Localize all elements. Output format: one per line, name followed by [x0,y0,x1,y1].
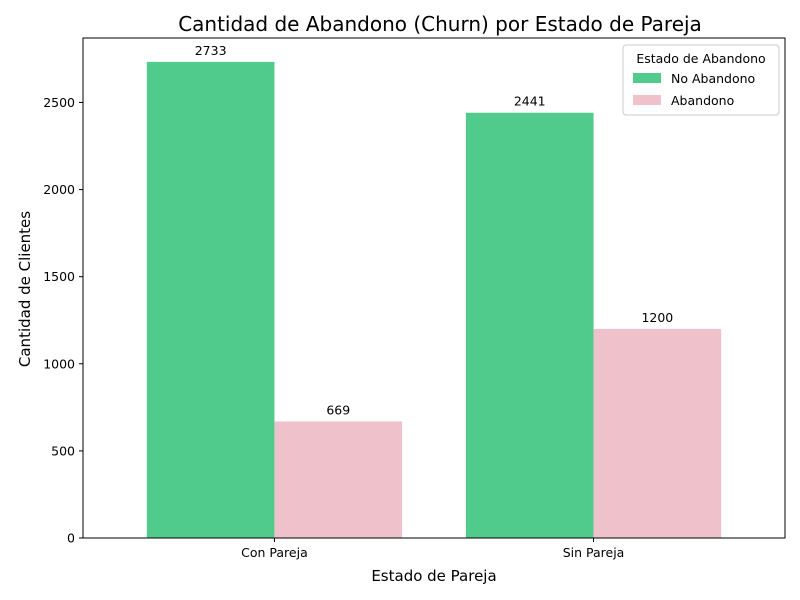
axes-layer: 0 500 1000 1500 2000 2500 Con Pareja Sin Pareja [43,37,786,560]
y-tick-label: 0 [67,531,75,546]
legend-title: Estado de Abandono [636,51,765,66]
legend-entry: Abandono [671,93,734,108]
data-label: 2441 [514,94,546,109]
legend-box [622,44,780,116]
legend-swatch [633,73,661,83]
y-tick-label: 1500 [43,269,75,284]
bar-no-abandono-sin-pareja [465,112,594,538]
data-labels-layer: 2733 2441 669 1200 [195,43,674,418]
y-tick-label: 2500 [43,95,75,110]
chart-title: Cantidad de Abandono (Churn) por Estado … [178,12,702,36]
data-label: 1200 [641,310,673,325]
y-tick-label: 1000 [43,356,75,371]
legend-swatch [633,95,661,105]
plot-frame [82,37,786,539]
data-label: 669 [326,402,350,417]
y-axis-label: Cantidad de Clientes [16,211,34,367]
data-label: 2733 [195,43,227,58]
y-tick-label: 2000 [43,182,75,197]
y-tick-label: 500 [51,443,75,458]
bar-abandono-sin-pareja [593,328,722,538]
legend: Estado de Abandono No Abandono Abandono [622,44,780,116]
bar-abandono-con-pareja [274,421,403,538]
bar-no-abandono-con-pareja [146,61,275,539]
x-tick-label: Sin Pareja [563,545,625,560]
x-axis-label: Estado de Pareja [371,567,496,585]
bars-layer [146,61,722,539]
x-tick-label: Con Pareja [241,545,308,560]
legend-entry: No Abandono [671,71,755,86]
